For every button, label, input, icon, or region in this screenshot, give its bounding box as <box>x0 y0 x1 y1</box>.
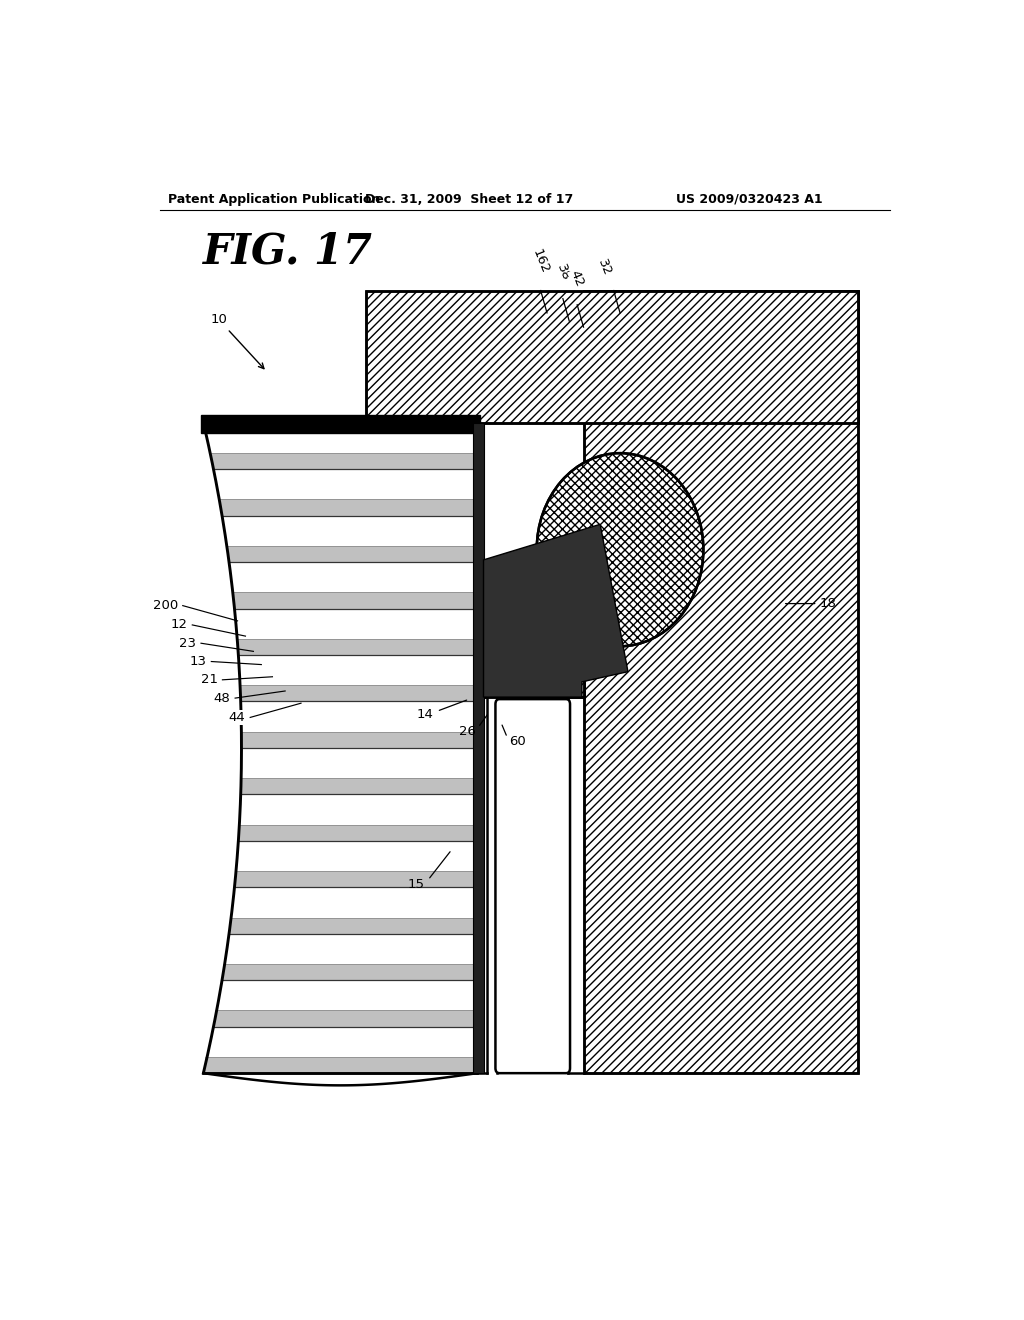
Bar <box>232 887 477 917</box>
Bar <box>242 748 477 777</box>
Text: 48: 48 <box>214 692 230 705</box>
Bar <box>220 499 477 516</box>
Text: 12: 12 <box>171 619 187 631</box>
Text: 162: 162 <box>529 247 552 276</box>
Bar <box>210 1027 477 1057</box>
Bar <box>231 562 477 593</box>
Bar <box>238 841 477 871</box>
Bar <box>227 933 477 964</box>
Ellipse shape <box>537 453 703 647</box>
Bar <box>215 1010 477 1027</box>
Bar <box>212 453 477 469</box>
Bar <box>242 731 477 748</box>
Text: 14: 14 <box>417 708 433 721</box>
Bar <box>240 795 477 825</box>
Bar <box>230 917 477 933</box>
Text: 15: 15 <box>408 878 425 891</box>
Text: 18: 18 <box>820 597 837 610</box>
Text: 38: 38 <box>554 261 572 282</box>
Bar <box>473 422 483 1073</box>
Bar <box>238 639 477 655</box>
Bar <box>241 685 477 701</box>
Bar <box>233 593 477 609</box>
Bar <box>239 825 477 841</box>
Polygon shape <box>483 524 628 697</box>
Bar <box>481 601 585 697</box>
Bar <box>236 871 477 887</box>
Text: 13: 13 <box>189 655 207 668</box>
FancyBboxPatch shape <box>496 700 570 1073</box>
Bar <box>219 981 477 1010</box>
Text: 23: 23 <box>179 636 197 649</box>
Bar <box>481 601 585 697</box>
Bar <box>585 290 858 1073</box>
Text: 200: 200 <box>153 599 178 612</box>
Text: 32: 32 <box>595 257 613 279</box>
Bar <box>201 414 479 433</box>
Text: 26: 26 <box>459 725 475 738</box>
Bar <box>207 422 477 453</box>
Bar <box>241 701 477 731</box>
Bar <box>205 1057 477 1073</box>
Bar <box>240 655 477 685</box>
Bar <box>367 290 858 422</box>
Text: 21: 21 <box>201 673 218 686</box>
Bar <box>216 469 477 499</box>
Bar <box>228 545 477 562</box>
Bar <box>241 777 477 795</box>
Text: US 2009/0320423 A1: US 2009/0320423 A1 <box>676 193 822 206</box>
Text: 10: 10 <box>210 313 264 368</box>
Text: FIG. 17: FIG. 17 <box>204 231 374 273</box>
Bar <box>585 290 858 1073</box>
Bar <box>224 516 477 545</box>
Text: 42: 42 <box>568 268 587 289</box>
Text: 44: 44 <box>228 711 246 723</box>
Bar <box>367 290 858 422</box>
Bar <box>236 609 477 639</box>
Text: 60: 60 <box>509 735 525 748</box>
Text: Dec. 31, 2009  Sheet 12 of 17: Dec. 31, 2009 Sheet 12 of 17 <box>366 193 573 206</box>
Bar <box>223 964 477 981</box>
Text: Patent Application Publication: Patent Application Publication <box>168 193 380 206</box>
